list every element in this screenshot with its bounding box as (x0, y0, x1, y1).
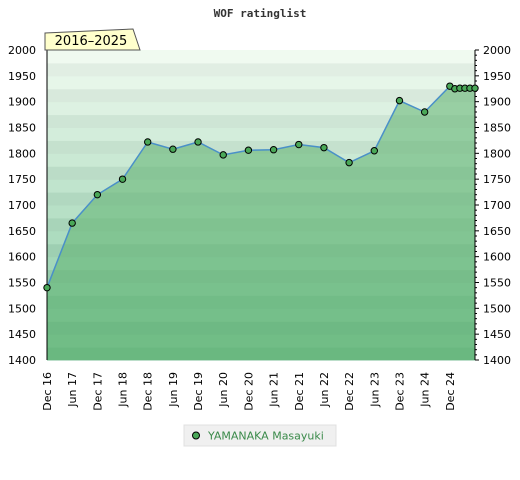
y-tick-label: 1750 (483, 173, 511, 186)
background-band (47, 101, 475, 116)
y-tick-label: 2000 (8, 44, 36, 57)
x-tick-label: Dec 19 (192, 372, 205, 411)
legend: YAMANAKA Masayuki (183, 424, 337, 447)
x-tick-label: Dec 18 (142, 372, 155, 411)
x-tick-label: Jun 24 (419, 372, 432, 408)
y-tick-label: 1800 (8, 147, 36, 160)
x-tick-label: Jun 22 (318, 372, 331, 408)
x-tick-label: Jun 23 (368, 372, 381, 408)
data-point (370, 147, 378, 155)
y-tick-label: 1450 (483, 328, 511, 341)
background-band (47, 75, 475, 90)
y-tick-label: 1600 (483, 251, 511, 264)
y-tick-label: 1900 (483, 96, 511, 109)
x-tick-label: Dec 21 (293, 372, 306, 411)
data-point (420, 108, 429, 116)
x-tick-label: Dec 24 (444, 372, 457, 411)
data-point (169, 145, 177, 153)
x-tick-label: Jun 19 (167, 372, 180, 408)
axis-layer (46, 49, 479, 361)
data-points (43, 82, 479, 292)
background-band (47, 127, 475, 141)
background-band (47, 114, 475, 128)
y-tick-label: 1850 (8, 122, 36, 135)
rating-area-fill (47, 86, 475, 361)
y-tick-label: 1600 (8, 251, 36, 264)
y-tick-labels-left: 1400 1450 1500 1550 1600 1650 1700 1750 1800 1850… (8, 44, 36, 367)
x-tick-label: Dec 17 (91, 372, 104, 411)
y-tick-label: 1400 (483, 354, 511, 367)
data-point (395, 96, 404, 105)
background-band (47, 88, 475, 103)
x-tick-label: Jun 18 (117, 372, 130, 408)
data-point (471, 84, 479, 92)
data-point (295, 140, 303, 149)
y-tick-label: 1650 (8, 225, 36, 238)
data-point (269, 146, 278, 154)
data-point (144, 138, 152, 146)
background-band (47, 62, 475, 77)
y-tick-label: 1800 (483, 147, 511, 160)
y-tick-label: 1700 (8, 199, 36, 212)
y-tick-labels-right: 1400 1450 1500 1550 1600 1650 1700 1750 1800 1850… (483, 44, 511, 367)
x-tick-label: Dec 22 (343, 372, 356, 411)
x-tick-label: Dec 16 (41, 372, 54, 411)
y-tick-label: 1850 (483, 122, 511, 135)
chart-title: WOF ratinglist (214, 7, 307, 20)
y-tick-label: 1450 (8, 328, 36, 341)
data-point (68, 219, 76, 227)
data-point (345, 158, 353, 167)
y-tick-label: 1550 (8, 277, 36, 290)
data-point (320, 143, 328, 152)
background-band (47, 50, 475, 64)
y-tick-label: 1400 (8, 354, 36, 367)
y-tick-label: 1650 (483, 225, 511, 238)
y-tick-label: 1950 (483, 70, 511, 83)
y-tick-label: 1500 (483, 302, 511, 315)
y-tick-label: 1700 (483, 199, 511, 212)
period-badge: 2016–2025 (44, 28, 141, 51)
legend-label: YAMANAKA Masayuki (207, 430, 324, 443)
data-point (244, 146, 253, 154)
y-tick-label: 2000 (483, 44, 511, 57)
y-tick-label: 1750 (8, 173, 36, 186)
period-label: 2016–2025 (55, 34, 128, 49)
y-tick-label: 1500 (8, 302, 36, 315)
data-point (219, 151, 227, 159)
data-point (93, 190, 102, 199)
y-tick-label: 1550 (483, 277, 511, 290)
data-point (43, 283, 51, 292)
x-tick-label: Jun 17 (66, 372, 79, 408)
x-tick-label: Dec 20 (242, 372, 255, 411)
x-tick-label: Dec 23 (393, 372, 406, 411)
y-tick-label: 1900 (8, 96, 36, 109)
x-tick-label: Jun 20 (217, 372, 230, 408)
legend-marker (192, 431, 200, 440)
x-tick-label: Jun 21 (268, 372, 281, 408)
data-point (118, 175, 127, 183)
y-tick-label: 1950 (8, 70, 36, 83)
data-point (194, 138, 202, 146)
x-tick-labels: Dec 16 Jun 17 Dec 17 Jun 18 Dec 18 Jun 19 Dec … (41, 372, 457, 411)
